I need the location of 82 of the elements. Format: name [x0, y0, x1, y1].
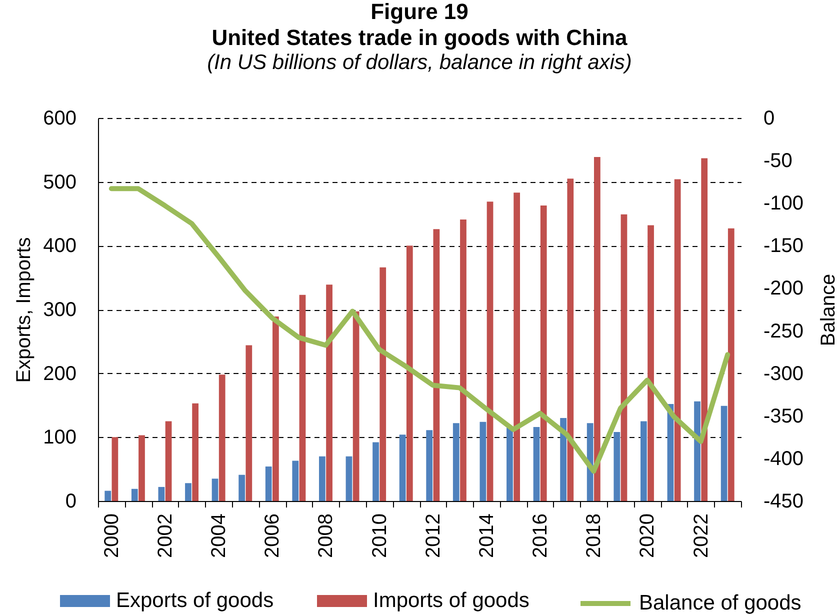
x-tick-label: 2004: [208, 514, 230, 558]
y2-tick-label: -200: [764, 278, 804, 300]
x-tick-label: 2002: [154, 514, 176, 558]
x-tick-label: 2018: [583, 514, 606, 558]
bar: [292, 460, 299, 501]
bar: [352, 311, 360, 501]
x-tick-label: 2014: [476, 514, 498, 558]
y-tick-label: 600: [43, 108, 76, 130]
bar: [460, 219, 466, 501]
x-tick-label: 2006: [262, 514, 284, 558]
legend-label: Exports of goods: [116, 589, 274, 612]
x-tick-label: 2000: [100, 514, 123, 558]
bar: [480, 422, 486, 501]
chart-title: Figure 19 United States trade in goods with China: [212, 0, 628, 50]
y-tick-label: 200: [43, 362, 76, 385]
bar: [212, 478, 218, 501]
y-tick-label: 0: [65, 490, 76, 512]
y-tick-label: 400: [43, 235, 76, 258]
chart-subtitle: (In US billions of dollars, balance in right axis): [207, 51, 632, 74]
bar: [158, 486, 165, 501]
x-tick-label: 2020: [636, 514, 659, 558]
x-tick-label: 2012: [422, 514, 444, 558]
y2-tick-label: -100: [764, 192, 804, 215]
bar: [594, 156, 600, 501]
bar: [486, 202, 494, 501]
bar: [380, 267, 386, 501]
y2-axis-title: Balance: [818, 274, 839, 346]
bar: [238, 474, 245, 501]
legend-label: Balance of goods: [639, 592, 802, 614]
bar: [452, 423, 460, 501]
y-tick-label: 100: [43, 426, 76, 449]
bar: [674, 179, 681, 501]
bar: [701, 158, 708, 501]
bar: [506, 428, 513, 501]
bar: [540, 205, 547, 501]
bar: [326, 284, 332, 501]
bar: [614, 432, 620, 501]
bar: [192, 403, 199, 501]
bar: [560, 418, 566, 501]
bar: [399, 434, 406, 501]
bar: [318, 456, 326, 501]
bar: [112, 437, 118, 501]
bar: [299, 294, 306, 501]
y-axis-title: Exports, Imports: [13, 237, 36, 383]
bar: [533, 426, 540, 501]
bar: [272, 316, 279, 501]
bar: [104, 490, 112, 501]
y2-tick-label: 0: [764, 108, 775, 130]
x-tick-label: 2022: [690, 514, 712, 558]
bar: [165, 421, 172, 501]
bar: [433, 229, 440, 501]
bar: [426, 430, 433, 501]
y2-tick-label: -400: [764, 448, 804, 470]
bar: [265, 466, 272, 501]
bar: [346, 456, 352, 501]
bar: [406, 246, 413, 501]
bar: [138, 435, 145, 501]
x-tick-label: 2008: [315, 514, 338, 558]
y-tick-label: 300: [43, 299, 76, 321]
y2-tick-label: -350: [764, 405, 804, 428]
y2-tick-label: -250: [764, 320, 804, 342]
y2-tick-label: -300: [764, 362, 804, 385]
y2-tick-label: -450: [764, 490, 804, 512]
bar: [648, 225, 654, 501]
bar: [131, 488, 138, 501]
x-tick-label: 2010: [368, 514, 391, 558]
y2-tick-label: -150: [764, 235, 804, 258]
bar: [218, 374, 226, 501]
bar: [185, 483, 192, 501]
bar: [372, 442, 379, 501]
y-tick-label: 500: [43, 171, 76, 194]
bar: [246, 345, 252, 501]
bar: [720, 406, 728, 501]
y2-tick-label: -50: [764, 150, 792, 172]
bar: [728, 228, 734, 501]
x-tick-label: 2016: [530, 514, 552, 558]
bar: [567, 178, 574, 501]
bar: [514, 192, 520, 501]
bar: [694, 401, 700, 501]
bar: [620, 214, 628, 501]
bar: [640, 421, 647, 501]
legend-label: Imports of goods: [373, 589, 530, 612]
